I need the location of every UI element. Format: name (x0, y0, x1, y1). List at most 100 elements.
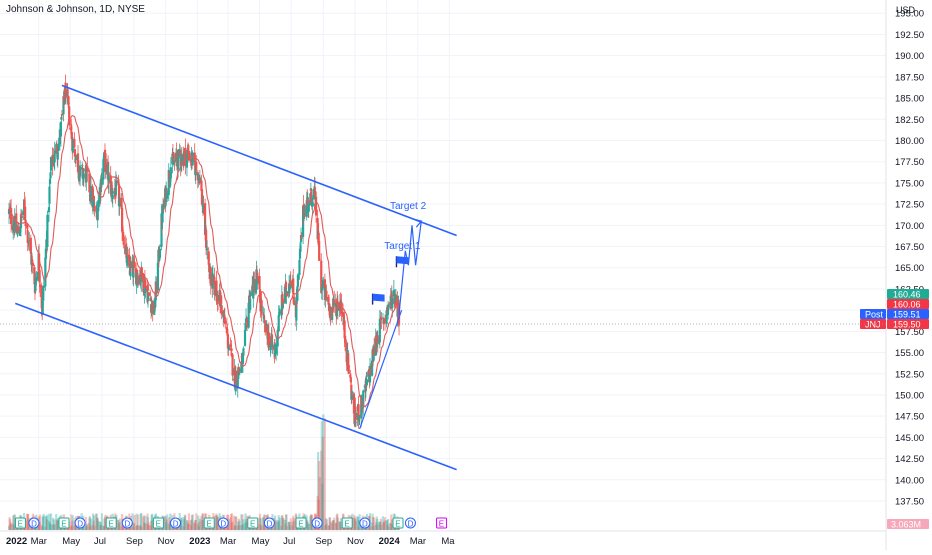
candle-body (197, 174, 200, 176)
price-tag-value: 159.51 (893, 310, 921, 320)
candle-body (203, 203, 207, 236)
candle-body (213, 276, 216, 296)
y-tick-label: 187.50 (895, 72, 924, 83)
volume-bar (182, 517, 185, 530)
volume-bar (375, 521, 378, 530)
price-tag-bg (887, 299, 929, 309)
candle-body (289, 280, 292, 287)
candle-body (293, 300, 296, 305)
candle-body (70, 126, 73, 130)
candle-body (387, 309, 390, 311)
volume-bar (8, 519, 12, 530)
x-tick-label: 2024 (379, 536, 401, 547)
volume-bar (165, 522, 168, 530)
candle-body (10, 207, 13, 225)
candle-body (331, 308, 334, 310)
volume-bar (325, 519, 329, 530)
volume-bar (98, 521, 101, 530)
candle-body (89, 185, 93, 202)
candle-body (296, 274, 300, 287)
volume-bar (379, 518, 382, 530)
volume-bar (51, 525, 54, 530)
volume-bar (309, 514, 312, 530)
candle-body (171, 153, 174, 165)
volume-bar (96, 517, 99, 530)
volume-bar (138, 525, 141, 530)
candle-body (316, 218, 319, 240)
candle-body (117, 182, 120, 186)
volume-bar (88, 517, 91, 530)
candle-body (313, 186, 316, 189)
volume-tag-bg (887, 519, 929, 529)
candle-body (118, 198, 122, 200)
volume-bar (117, 523, 121, 530)
volume-tag-value: 3.063M (891, 520, 921, 530)
candle-body (33, 267, 36, 285)
volume-bar (27, 513, 30, 530)
candle-body (216, 294, 219, 304)
y-tick-label: 170.00 (895, 221, 924, 232)
volume-bar (230, 523, 233, 530)
volume-bar (85, 523, 88, 530)
candle-body (311, 202, 314, 207)
volume-bar (378, 521, 381, 530)
x-tick-label: Jul (283, 536, 295, 547)
volume-bar (382, 521, 386, 530)
candle-body (114, 180, 117, 196)
candle-body (249, 298, 252, 310)
volume-bar (193, 522, 196, 530)
volume-bar (99, 521, 102, 530)
volume-bar (147, 525, 151, 530)
candle-body (386, 306, 389, 312)
volume-bar (117, 520, 120, 530)
volume-bar (38, 522, 41, 530)
candle-body (262, 314, 265, 317)
volume-bar (323, 418, 326, 530)
candle-body (40, 285, 43, 309)
dividend-marker (121, 517, 133, 529)
candle-body (394, 294, 398, 303)
volume-bar (9, 524, 12, 530)
volume-bar (282, 518, 285, 530)
volume-bar (321, 436, 324, 530)
volume-bar (276, 519, 279, 530)
y-tick-label: 145.00 (895, 433, 924, 444)
candle-body (238, 369, 241, 373)
candle-body (120, 197, 123, 209)
volume-bar (291, 521, 294, 530)
price-tag-bg (887, 309, 929, 319)
volume-bar (273, 515, 277, 530)
candle-body (110, 184, 113, 196)
candle-body (186, 148, 190, 151)
candle-body (191, 152, 194, 166)
volume-bar (144, 515, 147, 530)
candle-body (102, 156, 106, 163)
candle-body (49, 172, 52, 179)
candle-body (82, 173, 85, 178)
candle-body (333, 300, 336, 306)
candle-body (331, 306, 334, 321)
candle-body (63, 102, 66, 104)
candle-body (349, 377, 352, 383)
earnings-marker (58, 517, 70, 529)
candle-body (364, 380, 367, 392)
candle-body (220, 305, 223, 315)
candle-body (104, 153, 107, 172)
volume-bar (44, 526, 47, 530)
volume-bar (143, 523, 147, 530)
volume-bar (275, 521, 278, 530)
volume-bar (92, 515, 96, 530)
volume-bar (352, 517, 356, 530)
candle-body (365, 379, 368, 386)
volume-bar (150, 514, 153, 530)
candle-body (115, 181, 118, 184)
volume-bar (102, 525, 105, 530)
candle-body (302, 205, 305, 237)
volume-bar (37, 526, 40, 530)
candle-body (284, 281, 288, 296)
candle-body (48, 179, 52, 184)
candle-body (145, 285, 149, 291)
candle-body (211, 274, 214, 276)
